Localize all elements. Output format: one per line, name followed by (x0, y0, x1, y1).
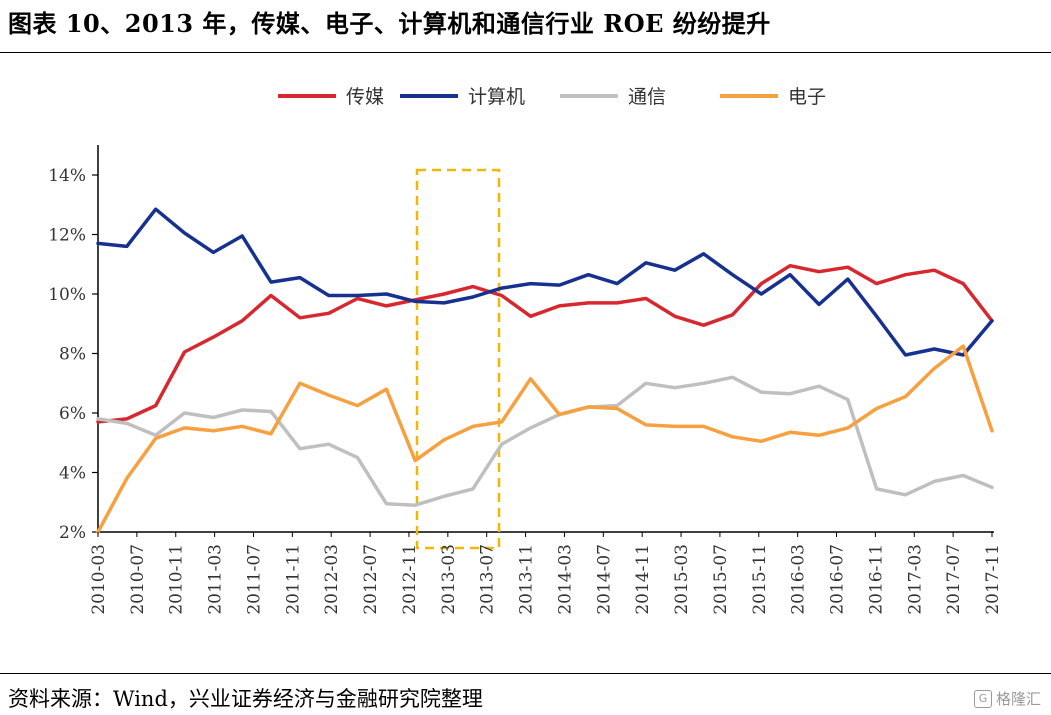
x-tick-label: 2012-03 (322, 544, 342, 615)
x-tick-label: 2013-03 (439, 544, 459, 615)
series-line-1 (96, 207, 994, 357)
g-logo-icon: G (973, 689, 992, 708)
x-tick-label: 2013-11 (517, 544, 537, 615)
source-note: 资料来源：Wind，兴业证券经济与金融研究院整理 (8, 687, 483, 711)
x-tick-label: 2016-03 (789, 544, 809, 615)
legend-label: 通信 (628, 86, 666, 108)
series-line-2 (96, 375, 994, 507)
chart-axes: 2% 4% 6% 8% 10% 12% 14% (48, 145, 994, 543)
watermark-text: 格隆汇 (995, 690, 1041, 708)
series-lines (96, 207, 994, 534)
x-tick-labels: 2010-03 2010-07 2010-11 2011-03 2011-07 2011-… (89, 532, 1003, 615)
x-tick-label: 2010-11 (167, 544, 187, 615)
x-tick-label: 2011-03 (206, 544, 226, 615)
x-tick-label: 2015-03 (672, 544, 692, 615)
y-tick-label: 12% (48, 226, 86, 246)
chart-title: 图表 10、2013 年，传媒、电子、计算机和通信行业 ROE 纷纷提升 (8, 9, 771, 38)
x-tick-label: 2011-11 (283, 544, 303, 615)
y-tick-label: 6% (59, 404, 86, 424)
x-tick-label: 2014-03 (555, 544, 575, 615)
legend-label: 传媒 (346, 86, 384, 108)
y-tick-label: 4% (59, 464, 86, 484)
x-tick-label: 2012-07 (361, 544, 381, 615)
x-tick-label: 2016-11 (866, 544, 886, 615)
x-tick-label: 2010-07 (128, 544, 148, 615)
chart-legend: 传媒 计算机 通信 电子 (278, 86, 826, 108)
watermark: G 格隆汇 (973, 688, 1041, 709)
x-tick-label: 2017-03 (905, 544, 925, 615)
x-tick-label: 2017-07 (944, 544, 964, 615)
x-tick-label: 2014-07 (594, 544, 614, 615)
x-tick-label: 2015-11 (750, 544, 770, 615)
roe-line-chart: 传媒 计算机 通信 电子 2%4%6%8%10%12%14% 2010-03 2010-… (48, 86, 1003, 615)
legend-label: 电子 (788, 86, 826, 108)
series-line-0 (96, 263, 994, 424)
series-line-3 (96, 344, 994, 534)
x-tick-label: 2013-07 (478, 544, 498, 615)
x-tick-label: 2010-03 (89, 544, 109, 615)
highlight-rect (415, 168, 501, 550)
y-tick-label: 14% (48, 166, 86, 186)
y-tick-label: 8% (59, 345, 86, 365)
x-tick-label: 2011-07 (244, 544, 264, 615)
legend-label: 计算机 (468, 86, 525, 108)
x-tick-label: 2015-07 (711, 544, 731, 615)
x-tick-label: 2017-11 (983, 544, 1003, 615)
top-rule (0, 52, 1051, 53)
bottom-rule (0, 673, 1051, 674)
x-tick-label: 2014-11 (633, 544, 653, 615)
x-tick-label: 2016-07 (828, 544, 848, 615)
y-tick-label: 2% (59, 523, 86, 543)
y-tick-label: 10% (48, 285, 86, 305)
x-tick-label: 2012-11 (400, 544, 420, 615)
highlight-box (415, 168, 501, 550)
